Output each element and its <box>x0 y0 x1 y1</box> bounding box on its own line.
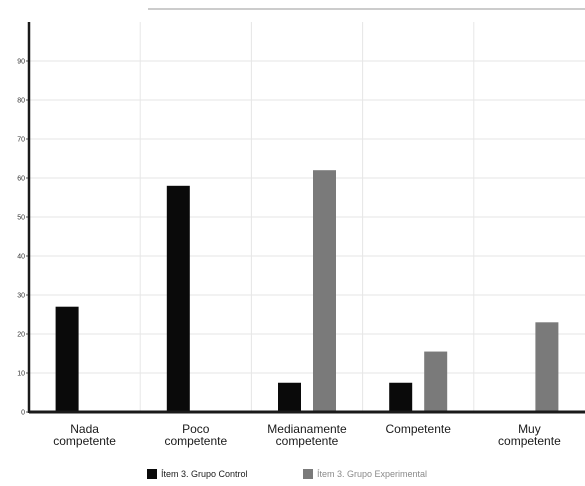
bar-experimental <box>535 322 559 412</box>
legend-item-control-swatch <box>147 469 157 479</box>
bars <box>55 170 559 412</box>
x-category-label: Poco competente <box>164 422 227 448</box>
y-tick-label: 40 <box>17 254 25 261</box>
x-category-label-line: Muy <box>518 422 541 436</box>
x-category-label-line: Poco <box>182 422 210 436</box>
legend-item-control-label: Ítem 3. Grupo Control <box>161 469 248 479</box>
bar-experimental <box>313 170 336 412</box>
y-tick-label: 60 <box>17 176 25 183</box>
y-tick-label: 50 <box>17 215 25 222</box>
legend-item-experimental-swatch <box>303 469 313 479</box>
y-tick-label: 80 <box>17 98 25 105</box>
y-tick-label: 30 <box>17 293 25 300</box>
x-category-label-line: competente <box>164 434 227 448</box>
y-tick-label: 10 <box>17 371 25 378</box>
y-tick-label: 70 <box>17 137 25 144</box>
x-category-label: Nada competente <box>53 422 116 448</box>
y-axis: 0 10 20 30 40 50 60 70 80 90 <box>17 22 31 417</box>
x-category-label-line: Nada <box>70 422 99 436</box>
x-category-label: Muy competente <box>498 422 561 448</box>
legend-item-experimental-label: Ítem 3. Grupo Experimental <box>317 469 427 479</box>
x-category-label: Competente <box>386 422 452 436</box>
legend: Ítem 3. Grupo Control Ítem 3. Grupo Exper… <box>147 469 427 479</box>
bar-control <box>389 382 413 412</box>
x-category-label: Medianamente competente <box>267 422 347 448</box>
x-category-label-line: Medianamente <box>267 422 347 436</box>
x-category-label-line: competente <box>53 434 116 448</box>
y-tick-label: 0 <box>21 410 25 417</box>
bar-experimental <box>424 351 448 412</box>
x-category-label-line: Competente <box>386 422 452 436</box>
x-category-label-line: competente <box>276 434 339 448</box>
bar-control <box>278 382 301 412</box>
bar-control <box>55 306 79 412</box>
x-category-label-line: competente <box>498 434 561 448</box>
y-tick-label: 20 <box>17 332 25 339</box>
y-tick-label: 90 <box>17 59 25 66</box>
gridlines <box>29 22 585 412</box>
bar-control <box>166 185 190 412</box>
